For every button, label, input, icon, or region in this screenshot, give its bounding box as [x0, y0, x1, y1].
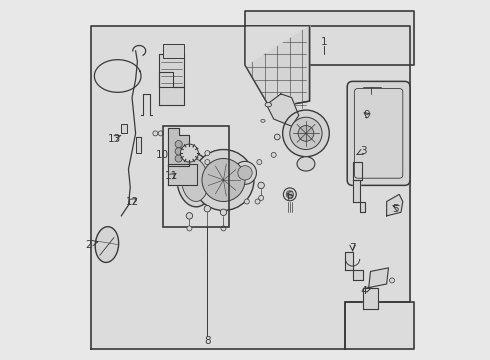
Polygon shape: [368, 268, 389, 288]
Bar: [122, 125, 127, 134]
Polygon shape: [245, 26, 310, 65]
Circle shape: [220, 209, 227, 216]
Circle shape: [204, 206, 211, 212]
Circle shape: [390, 278, 394, 283]
Polygon shape: [168, 128, 190, 166]
Text: 9: 9: [364, 111, 370, 121]
Bar: [163, 44, 184, 58]
Circle shape: [255, 199, 260, 204]
Circle shape: [193, 149, 254, 211]
Text: 6: 6: [287, 191, 293, 201]
Circle shape: [180, 144, 198, 162]
FancyBboxPatch shape: [347, 81, 410, 185]
Circle shape: [175, 148, 182, 155]
Text: 7: 7: [349, 243, 356, 253]
Polygon shape: [91, 26, 410, 348]
Circle shape: [153, 131, 158, 136]
Polygon shape: [364, 288, 378, 309]
Ellipse shape: [297, 157, 315, 171]
Text: 10: 10: [156, 150, 169, 160]
Circle shape: [286, 191, 294, 198]
Circle shape: [158, 131, 163, 136]
Circle shape: [290, 117, 322, 149]
Text: 5: 5: [392, 204, 399, 214]
Bar: [136, 137, 141, 153]
Ellipse shape: [181, 158, 208, 202]
Circle shape: [175, 155, 182, 162]
Polygon shape: [159, 72, 184, 105]
Polygon shape: [159, 54, 184, 87]
Circle shape: [238, 166, 252, 180]
Text: 4: 4: [360, 286, 367, 296]
Circle shape: [234, 161, 256, 184]
Text: 1: 1: [320, 37, 327, 47]
Circle shape: [258, 182, 265, 189]
Text: 13: 13: [107, 134, 121, 144]
Circle shape: [169, 161, 174, 166]
Polygon shape: [345, 302, 414, 348]
Polygon shape: [387, 194, 403, 216]
Circle shape: [245, 199, 249, 204]
Circle shape: [271, 152, 276, 157]
Text: 2: 2: [86, 239, 92, 249]
Circle shape: [221, 226, 226, 231]
Polygon shape: [267, 94, 299, 126]
Circle shape: [175, 140, 182, 148]
Circle shape: [298, 126, 314, 141]
Circle shape: [283, 188, 296, 201]
Ellipse shape: [261, 120, 265, 122]
Circle shape: [202, 158, 245, 202]
Bar: [163, 126, 229, 226]
Polygon shape: [245, 26, 310, 108]
Text: 3: 3: [360, 146, 367, 156]
Circle shape: [205, 150, 210, 156]
Ellipse shape: [177, 153, 213, 207]
Ellipse shape: [265, 103, 271, 107]
Polygon shape: [245, 65, 270, 108]
Polygon shape: [245, 12, 414, 65]
Polygon shape: [353, 180, 365, 212]
Polygon shape: [168, 164, 196, 185]
Circle shape: [186, 213, 193, 219]
Circle shape: [205, 159, 210, 165]
Circle shape: [187, 226, 192, 231]
Ellipse shape: [95, 227, 119, 262]
Text: 12: 12: [125, 197, 139, 207]
Circle shape: [259, 195, 264, 201]
Circle shape: [283, 110, 329, 157]
Polygon shape: [345, 252, 364, 280]
Text: 11: 11: [165, 171, 178, 181]
Circle shape: [176, 161, 181, 166]
Text: 8: 8: [204, 336, 211, 346]
Circle shape: [257, 159, 262, 165]
Polygon shape: [353, 162, 362, 180]
Circle shape: [274, 134, 280, 140]
